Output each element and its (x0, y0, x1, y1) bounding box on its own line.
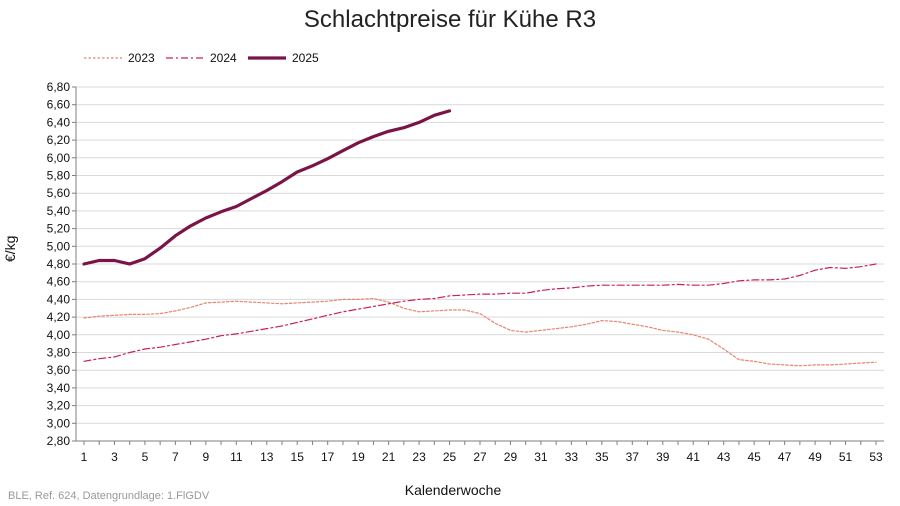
y-tick-label: 2,80 (47, 434, 71, 448)
x-tick-label: 13 (260, 450, 274, 464)
x-tick-label: 21 (382, 450, 396, 464)
y-tick-label: 5,40 (47, 204, 71, 218)
y-tick-label: 4,00 (47, 328, 71, 342)
y-tick-label: 3,00 (47, 416, 71, 430)
chart-title: Schlachtpreise für Kühe R3 (303, 6, 597, 33)
y-tick-label: 5,00 (47, 239, 71, 253)
x-tick-label: 29 (504, 450, 518, 464)
x-tick-label: 35 (595, 450, 609, 464)
y-tick-label: 3,60 (47, 363, 71, 377)
x-axis-title-text: Kalenderwoche (404, 482, 502, 498)
x-tick-label: 7 (172, 450, 179, 464)
x-tick-label: 41 (687, 450, 701, 464)
x-axis-title: Kalenderwoche (0, 482, 900, 498)
x-tick-label: 11 (230, 450, 243, 464)
x-tick-label: 9 (203, 450, 210, 464)
legend-label-2025: 2025 (292, 51, 319, 65)
x-tick-label: 17 (321, 450, 335, 464)
x-tick-label: 49 (808, 450, 822, 464)
gridlines (76, 86, 884, 424)
y-tick-label: 4,60 (47, 275, 71, 289)
legend: 2023 2024 2025 (84, 51, 319, 65)
legend-label-2024: 2024 (210, 51, 237, 65)
series-lines (82, 109, 877, 367)
x-tick-label: 45 (747, 450, 761, 464)
series-line-2025 (82, 109, 452, 266)
x-tick-label: 27 (473, 450, 487, 464)
y-tick-label: 4,80 (47, 257, 71, 271)
legend-label-2023: 2023 (128, 51, 155, 65)
x-tick-label: 31 (534, 450, 548, 464)
y-tick-label: 5,80 (47, 169, 71, 183)
y-tick-label: 6,60 (47, 98, 71, 112)
x-tick-label: 19 (351, 450, 365, 464)
y-tick-label: 6,00 (47, 151, 71, 165)
x-tick-label: 1 (81, 450, 88, 464)
series-line-2024 (83, 263, 877, 362)
y-tick-label: 5,20 (47, 222, 71, 236)
x-tick-label: 47 (778, 450, 792, 464)
y-tick-label: 6,80 (47, 80, 71, 94)
x-tick-label: 23 (412, 450, 426, 464)
x-tick-label: 15 (291, 450, 305, 464)
y-tick-label: 4,20 (47, 310, 71, 324)
x-tick-label: 51 (839, 450, 853, 464)
axes: 2,80 3,00 3,20 3,40 3,60 3,80 4,00 4,20 4,40 4,60… (47, 80, 884, 464)
x-tick-label: 5 (142, 450, 149, 464)
y-tick-label: 5,60 (47, 186, 71, 200)
y-tick-label: 6,20 (47, 133, 71, 147)
y-tick-label: 6,40 (47, 115, 71, 129)
y-tick-label: 3,20 (47, 399, 71, 413)
x-tick-label: 37 (626, 450, 640, 464)
x-tick-label: 53 (869, 450, 883, 464)
x-tick-label: 25 (443, 450, 457, 464)
series-line-2023 (83, 297, 877, 367)
y-tick-label: 4,40 (47, 292, 71, 306)
y-tick-label: 3,80 (47, 346, 71, 360)
x-tick-label: 3 (111, 450, 118, 464)
x-tick-label: 43 (717, 450, 731, 464)
x-tick-label: 33 (565, 450, 579, 464)
x-tick-label: 39 (656, 450, 670, 464)
source-note: BLE, Ref. 624, Datengrundlage: 1.FlGDV (8, 490, 210, 502)
y-tick-label: 3,40 (47, 381, 71, 395)
